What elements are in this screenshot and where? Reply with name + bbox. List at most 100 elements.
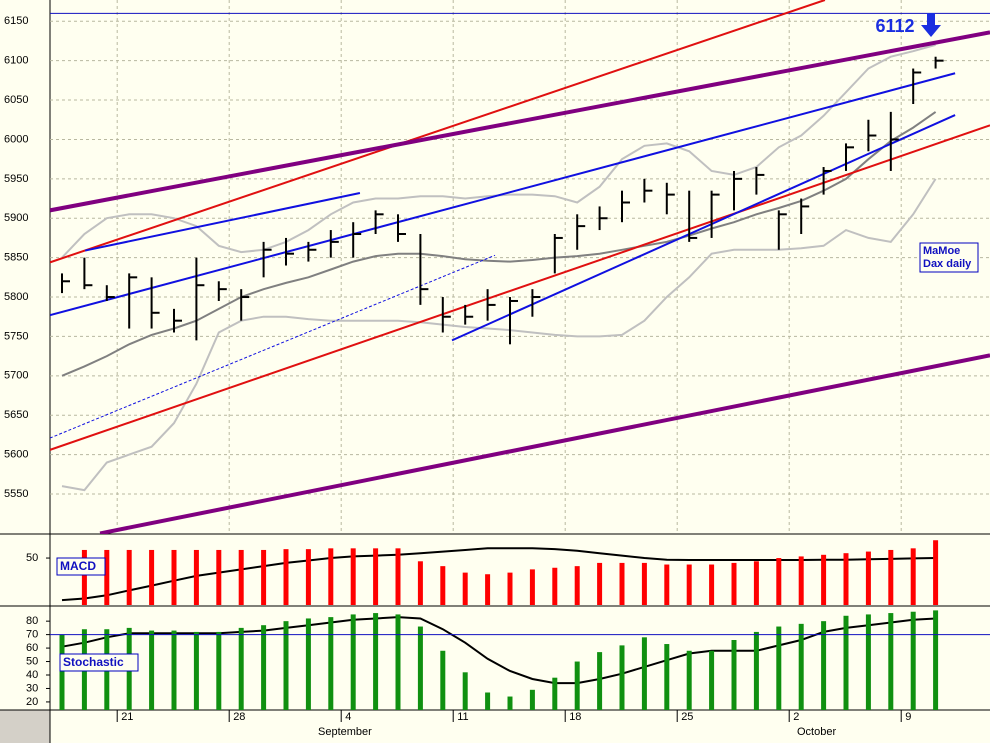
stochastic-tick-label: 40 [26,669,38,681]
band-line [61,178,937,492]
macd-bar [193,549,199,605]
macd-bar [686,564,692,605]
trendline [50,72,956,317]
y-tick-label: 6000 [4,133,28,145]
macd-bar [888,549,894,605]
stochastic-bar [641,637,647,710]
macd-bar [350,548,356,605]
macd-bar [910,548,916,605]
stochastic-bar [709,650,715,710]
trendline [50,124,990,451]
label-box [919,242,979,273]
x-tick-label: 21 [121,711,133,723]
macd-bar [843,553,849,605]
stochastic-bar [171,630,177,710]
stochastic-bar [417,626,423,710]
macd-bar [597,562,603,605]
macd-bar [641,562,647,605]
stochastic-bar [843,615,849,710]
stochastic-bar [507,696,513,710]
stochastic-tick-label: 30 [26,682,38,694]
macd-bar [417,561,423,605]
stochastic-bar [440,650,446,710]
macd-label-box [56,557,106,576]
stochastic-bar [350,614,356,710]
x-tick-label: 28 [233,711,245,723]
macd-bar [149,549,155,605]
x-tick-label: 25 [681,711,693,723]
stochastic-line [61,616,936,685]
macd-bar [865,551,871,605]
month-label: October [797,726,836,738]
macd-bar [619,562,625,605]
y-tick-label: 6150 [4,15,28,27]
macd-bar [462,572,468,605]
macd-bar [821,554,827,605]
trendline [84,192,361,252]
stochastic-bar [731,640,737,710]
trendline [451,114,956,342]
trendline [99,353,990,534]
stochastic-bar [529,689,535,710]
trendline [50,30,990,213]
y-tick-label: 5850 [4,252,28,264]
stochastic-tick-label: 70 [26,629,38,641]
stochastic-tick-label: 60 [26,642,38,654]
arrow-icon [921,13,941,37]
stochastic-bar [686,650,692,710]
stochastic-bar [59,634,65,710]
stochastic-bar [597,652,603,710]
stochastic-tick-label: 50 [26,655,38,667]
x-tick-label: 4 [345,711,351,723]
macd-bar [126,549,132,605]
x-tick-label: 9 [905,711,911,723]
stochastic-bar [261,625,267,710]
y-tick-label: 5600 [4,449,28,461]
stochastic-bar [552,677,558,710]
stochastic-tick-label: 80 [26,615,38,627]
macd-bar [328,548,334,605]
macd-bar [305,549,311,605]
macd-bar [104,549,110,605]
macd-bar [261,549,267,605]
stochastic-label: Stochastic [63,655,124,669]
y-tick-label: 5900 [4,212,28,224]
y-tick-label: 5550 [4,488,28,500]
macd-bar [776,558,782,605]
x-tick-label: 18 [569,711,581,723]
y-tick-label: 5650 [4,409,28,421]
macd-bar [283,549,289,605]
stochastic-bar [933,610,939,710]
stochastic-bar [574,661,580,710]
stochastic-bar [888,613,894,710]
y-tick-label: 5950 [4,173,28,185]
stochastic-bar [664,644,670,710]
stochastic-bar [753,631,759,710]
macd-bar [485,574,491,605]
macd-tick-label: 50 [26,552,38,564]
label-line: Dax daily [923,258,972,270]
overlay-layer: 8070605040302050615061006050600059505900… [4,13,990,738]
macd-bar [933,540,939,605]
x-tick-label: 11 [457,711,468,723]
y-tick-label: 6100 [4,55,28,67]
stochastic-bar [798,623,804,710]
macd-bar [709,564,715,605]
macd-bar [238,549,244,605]
macd-bar [731,562,737,605]
macd-bar [753,561,759,605]
macd-bar [574,566,580,605]
stochastic-tick-label: 20 [26,696,38,708]
x-tick-label: 2 [793,711,799,723]
stochastic-bar [305,618,311,710]
y-tick-label: 5800 [4,291,28,303]
stochastic-bar [619,645,625,710]
stochastic-bar [485,692,491,710]
stochastic-bar [328,617,334,710]
macd-bar [373,548,379,605]
macd-bar [552,567,558,605]
macd-bar [81,549,87,605]
